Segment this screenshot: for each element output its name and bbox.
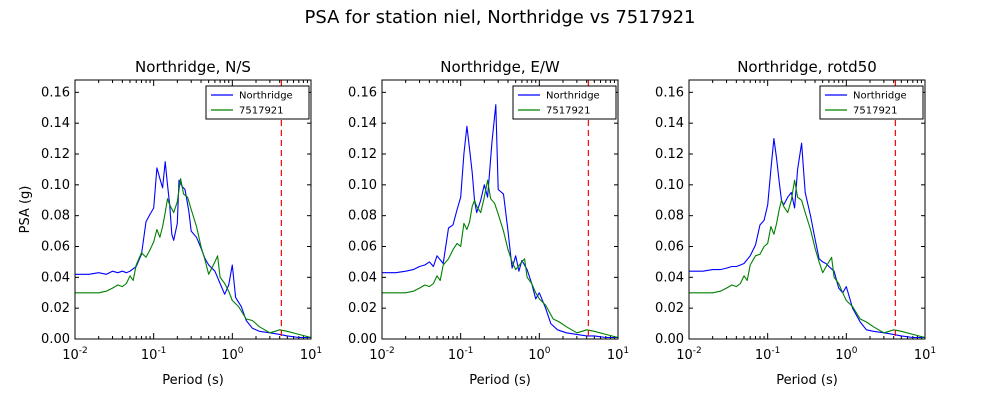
y-tick-label: 0.08 — [655, 209, 684, 224]
figure-title: PSA for station niel, Northridge vs 7517… — [304, 7, 695, 28]
y-tick-label: 0.12 — [655, 147, 684, 162]
y-tick-label: 0.12 — [348, 147, 377, 162]
x-tick-label: 101 — [914, 346, 936, 363]
x-axis-label: Period (s) — [469, 373, 531, 388]
legend-label: 7517921 — [546, 106, 591, 117]
y-tick-label: 0.06 — [41, 240, 70, 255]
y-axis-label: PSA (g) — [18, 186, 33, 234]
y-tick-label: 0.16 — [41, 85, 70, 100]
panel-title: Northridge, E/W — [440, 58, 560, 76]
legend: Northridge 7517921 — [512, 85, 617, 120]
legend-box — [205, 85, 310, 120]
x-tick-label: 10-1 — [448, 346, 474, 363]
y-tick-label: 0.00 — [655, 332, 684, 347]
y-tick-label: 0.02 — [348, 301, 377, 316]
panels: Northridge, N/S 0.00 0.02 0.04 0.06 0.08 0.10 0… — [18, 58, 936, 388]
y-tick-label: 0.14 — [348, 116, 377, 131]
legend: Northridge 7517921 — [819, 85, 924, 120]
series-line-7517921 — [75, 178, 312, 339]
y-tick-label: 0.14 — [41, 116, 70, 131]
legend-label: Northridge — [239, 91, 293, 102]
x-tick-label: 10-2 — [369, 346, 395, 363]
x-tick-label: 100 — [528, 346, 551, 363]
y-tick-label: 0.00 — [41, 332, 70, 347]
y-tick-label: 0.08 — [348, 209, 377, 224]
x-tick-label: 10-2 — [676, 346, 702, 363]
y-tick-label: 0.06 — [655, 240, 684, 255]
x-tick-label: 10-1 — [141, 346, 167, 363]
plot-frame — [688, 79, 926, 340]
y-tick-label: 0.04 — [348, 270, 377, 285]
x-axis-label: Period (s) — [776, 373, 838, 388]
series-line-northridge — [689, 138, 925, 339]
legend-label: 7517921 — [853, 106, 898, 117]
y-tick-label: 0.16 — [655, 85, 684, 100]
panel-title: Northridge, N/S — [135, 58, 251, 76]
legend-box — [819, 85, 924, 120]
plot-frame — [381, 79, 619, 340]
series-line-7517921 — [382, 179, 619, 339]
panel-2: Northridge, E/W 0.00 0.02 0.04 0.06 0.08 0.10 0… — [348, 58, 629, 388]
x-tick-label: 10-1 — [755, 346, 781, 363]
legend-label: Northridge — [546, 91, 600, 102]
legend: Northridge 7517921 — [205, 85, 310, 120]
y-tick-label: 0.08 — [41, 209, 70, 224]
y-tick-label: 0.10 — [348, 178, 377, 193]
y-tick-label: 0.04 — [655, 270, 684, 285]
x-tick-label: 10-2 — [62, 346, 88, 363]
legend-label: Northridge — [853, 91, 907, 102]
panel-1: Northridge, N/S 0.00 0.02 0.04 0.06 0.08 0.10 0… — [18, 58, 322, 388]
legend-label: 7517921 — [239, 106, 284, 117]
y-tick-label: 0.00 — [348, 332, 377, 347]
panel-3: Northridge, rotd50 0.00 0.02 0.04 0.06 0.08 0.… — [655, 58, 936, 388]
x-axis-label: Period (s) — [162, 373, 224, 388]
panel-title: Northridge, rotd50 — [737, 58, 877, 76]
series-line-northridge — [382, 104, 618, 339]
x-tick-label: 101 — [300, 346, 322, 363]
plot-frame — [74, 79, 312, 340]
y-tick-label: 0.02 — [41, 301, 70, 316]
x-tick-label: 101 — [607, 346, 629, 363]
y-tick-label: 0.10 — [655, 178, 684, 193]
y-tick-label: 0.04 — [41, 270, 70, 285]
y-tick-label: 0.16 — [348, 85, 377, 100]
y-tick-label: 0.10 — [41, 178, 70, 193]
series-line-7517921 — [689, 179, 926, 339]
y-tick-label: 0.14 — [655, 116, 684, 131]
x-tick-label: 100 — [835, 346, 858, 363]
x-tick-label: 100 — [221, 346, 244, 363]
legend-box — [512, 85, 617, 120]
y-tick-label: 0.02 — [655, 301, 684, 316]
y-tick-label: 0.12 — [41, 147, 70, 162]
series-line-northridge — [75, 161, 311, 339]
y-tick-label: 0.06 — [348, 240, 377, 255]
